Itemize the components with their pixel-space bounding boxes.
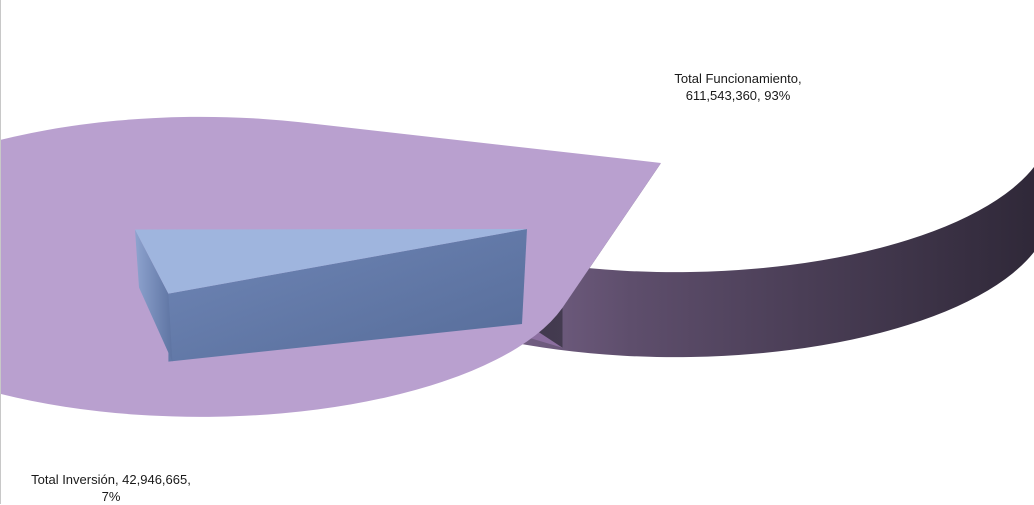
slice-label-total-inversion-line2: 7% bbox=[101, 489, 121, 504]
slice-total-inversion-inner-wall bbox=[168, 229, 527, 362]
pie-slices-group bbox=[1, 116, 1034, 417]
slice-label-total-inversion-line1: Total Inversión, 42,946,665, bbox=[31, 472, 191, 487]
slice-total-inversion-side bbox=[135, 229, 173, 362]
slice-label-total-inversion: Total Inversión, 42,946,665, 7% bbox=[3, 471, 219, 505]
slice-label-total-funcionamiento-line2: 611,543,360, 93% bbox=[685, 88, 791, 103]
slice-total-inversion-top bbox=[135, 229, 527, 294]
slice-label-total-funcionamiento: Total Funcionamiento, 611,543,360, 93% bbox=[593, 70, 883, 104]
slice-label-total-funcionamiento-line1: Total Funcionamiento, bbox=[674, 71, 802, 86]
